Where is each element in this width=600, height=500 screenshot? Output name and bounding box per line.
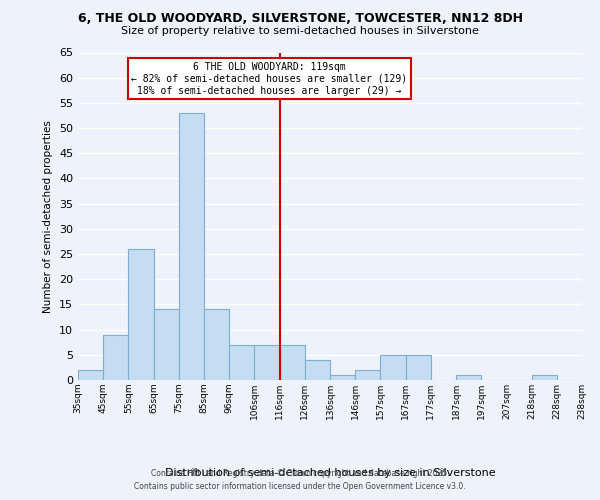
Bar [103, 334, 128, 380]
Bar [280, 344, 305, 380]
Text: Size of property relative to semi-detached houses in Silverstone: Size of property relative to semi-detach… [121, 26, 479, 36]
Bar [154, 310, 179, 380]
Bar [305, 360, 330, 380]
Bar [128, 249, 154, 380]
Bar [254, 344, 280, 380]
Bar [406, 355, 431, 380]
Bar [179, 113, 204, 380]
Bar [532, 375, 557, 380]
Bar [229, 344, 254, 380]
Bar [380, 355, 406, 380]
Bar [330, 375, 355, 380]
Bar [204, 310, 229, 380]
Text: 6 THE OLD WOODYARD: 119sqm
← 82% of semi-detached houses are smaller (129)
18% o: 6 THE OLD WOODYARD: 119sqm ← 82% of semi… [131, 62, 407, 96]
Bar [456, 375, 481, 380]
Y-axis label: Number of semi-detached properties: Number of semi-detached properties [43, 120, 53, 312]
Text: Contains HM Land Registry data © Crown copyright and database right 2025.
Contai: Contains HM Land Registry data © Crown c… [134, 470, 466, 491]
X-axis label: Distribution of semi-detached houses by size in Silverstone: Distribution of semi-detached houses by … [164, 468, 496, 478]
Bar [78, 370, 103, 380]
Bar [355, 370, 380, 380]
Text: 6, THE OLD WOODYARD, SILVERSTONE, TOWCESTER, NN12 8DH: 6, THE OLD WOODYARD, SILVERSTONE, TOWCES… [77, 12, 523, 26]
